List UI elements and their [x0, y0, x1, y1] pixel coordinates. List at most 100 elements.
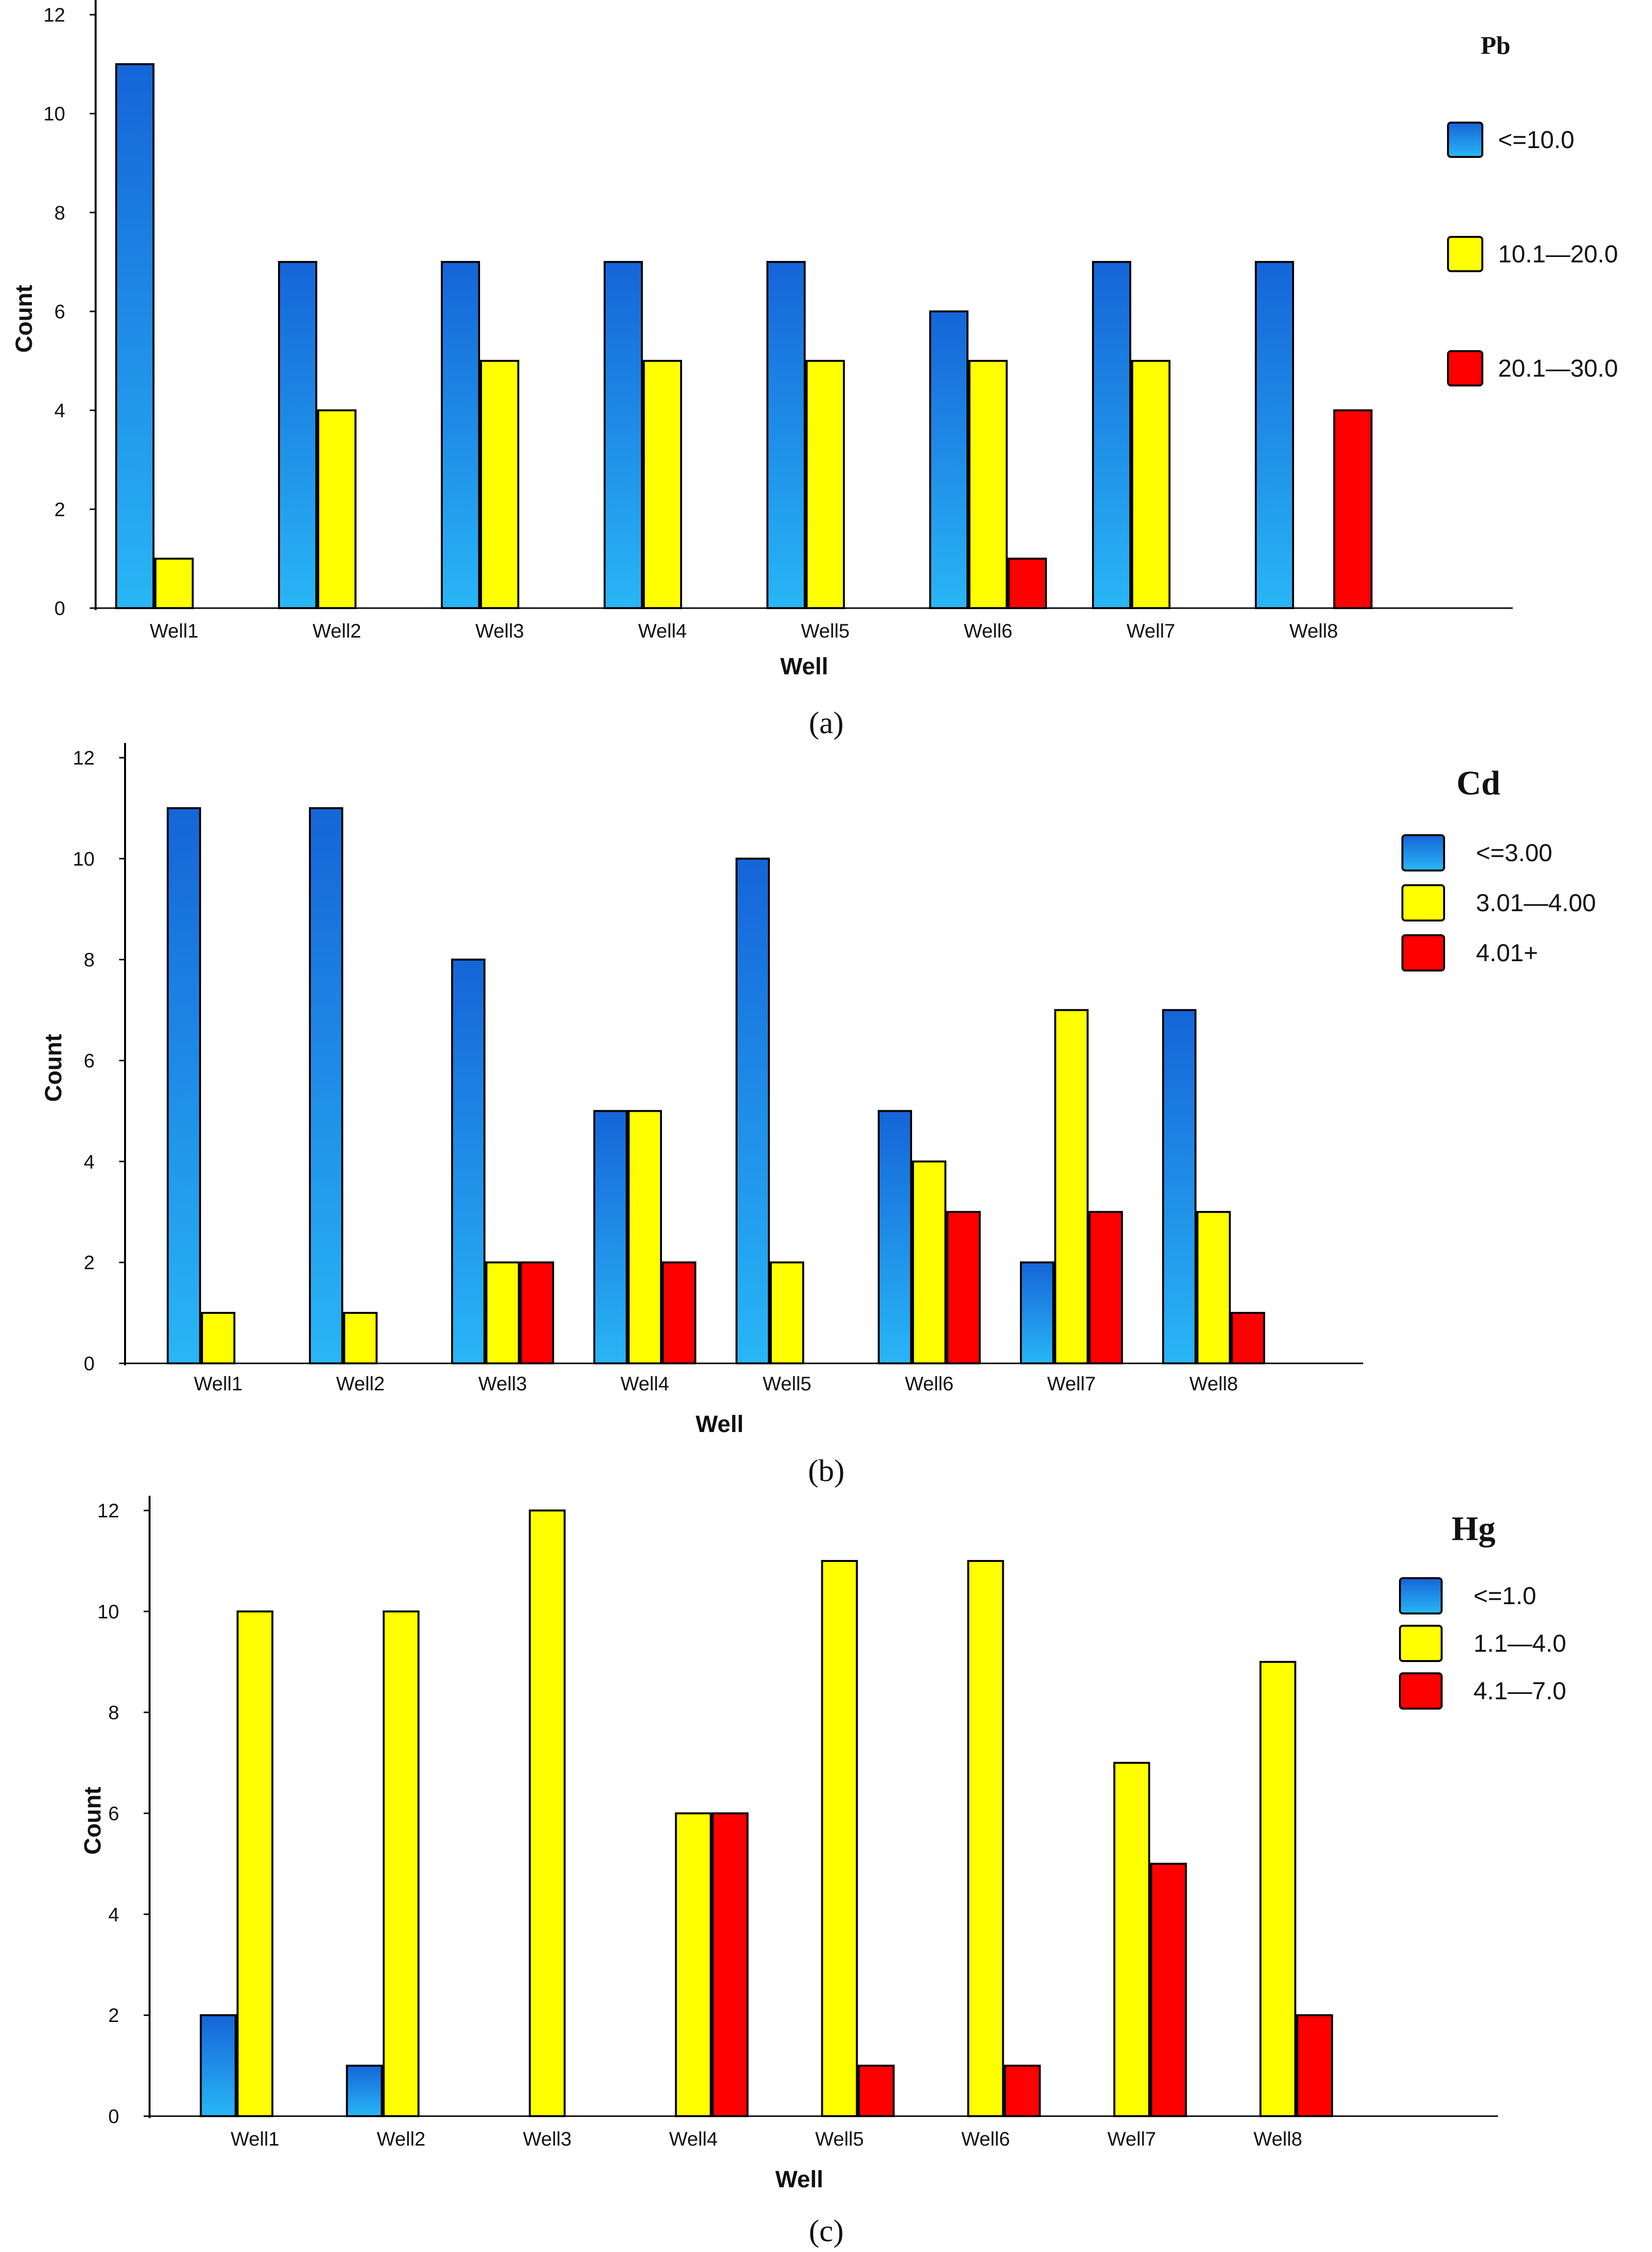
bar-well7-series-3	[1150, 1863, 1187, 2118]
x-tick-label: Well6	[905, 1373, 953, 1395]
y-tick-label: 2	[54, 499, 65, 520]
legend-label: <=10.0	[1498, 126, 1575, 154]
bar-well3-series-3	[520, 1261, 554, 1365]
legend-label: <=1.0	[1474, 1582, 1536, 1610]
bar-well2-series-1	[346, 2065, 383, 2118]
bar-well8-series-2	[1196, 1211, 1231, 1364]
bar-well5-series-3	[858, 2065, 895, 2118]
x-axis-title: Well	[775, 2167, 823, 2193]
y-tick-label: 2	[108, 2005, 119, 2026]
y-tick-label: 4	[84, 1151, 95, 1173]
y-axis-title: Count	[80, 1787, 106, 1855]
y-tick-label: 8	[84, 949, 95, 971]
y-tick-label: 6	[108, 1803, 119, 1825]
y-tick-label: 12	[98, 1500, 120, 1522]
bar-well3-series-2	[480, 359, 519, 609]
bar-well8-series-3	[1296, 2014, 1333, 2117]
x-tick-label: Well7	[1047, 1373, 1095, 1395]
y-tick-label: 2	[84, 1252, 95, 1274]
x-tick-label: Well3	[478, 1373, 527, 1395]
bar-well2-series-2	[343, 1312, 378, 1364]
bar-well6-series-3	[1008, 558, 1047, 609]
bar-well1-series-1	[115, 63, 154, 609]
bar-well4-series-3	[712, 1812, 749, 2117]
bar-well2-series-2	[382, 1610, 420, 2117]
bar-well6-series-2	[912, 1160, 946, 1364]
y-axis-title: Count	[11, 285, 37, 353]
y-axis-title: Count	[41, 1034, 67, 1102]
y-tick-label: 0	[84, 1353, 95, 1375]
bar-well6-series-2	[967, 1560, 1004, 2118]
bar-well2-series-1	[309, 807, 343, 1364]
bar-well5-series-2	[821, 1560, 858, 2118]
bar-well4-series-1	[604, 261, 643, 609]
y-tick-label: 8	[54, 202, 65, 224]
y-tick-label: 8	[108, 1702, 119, 1724]
legend-swatch	[1399, 1625, 1443, 1662]
legend: Hg <=1.0 1.1—4.0 4.1—7.0	[1399, 1510, 1566, 1710]
x-tick-label: Well7	[1107, 2128, 1156, 2150]
chart-panel-b: 0 2 4 6 8 10 12 Count Well1 Well2 Well3 Well4 Well5 W…	[41, 743, 1596, 1488]
x-tick-label: Well1	[194, 1373, 242, 1395]
legend: Pb <=10.0 10.1—20.0 20.1—30.0	[1447, 32, 1618, 386]
bar-well8-series-1	[1162, 1009, 1196, 1364]
y-tick-label: 0	[54, 598, 65, 619]
x-tick-label: Well3	[523, 2128, 571, 2150]
panel-caption: (a)	[809, 705, 843, 740]
legend: Cd <=3.00 3.01—4.00 4.01+	[1401, 765, 1596, 972]
bar-well6-series-3	[1004, 2065, 1041, 2118]
bar-well6-series-3	[946, 1211, 981, 1364]
bar-well2-series-1	[278, 261, 317, 609]
legend-swatch	[1399, 1577, 1443, 1614]
x-tick-label: Well8	[1189, 1373, 1238, 1395]
x-axis-title: Well	[780, 654, 828, 680]
y-tick-label: 10	[44, 103, 66, 125]
bar-well7-series-2	[1054, 1009, 1089, 1364]
y-tick-label: 0	[108, 2106, 119, 2127]
bar-well1-series-2	[236, 1610, 274, 2117]
x-tick-label: Well7	[1126, 620, 1175, 642]
x-tick-label: Well3	[475, 620, 524, 642]
bar-well4-series-2	[643, 359, 682, 609]
legend-title: Pb	[1481, 32, 1511, 60]
legend-swatch	[1401, 934, 1445, 972]
x-tick-label: Well8	[1253, 2128, 1302, 2150]
bar-well4-series-1	[593, 1110, 628, 1365]
y-tick-label: 6	[84, 1050, 95, 1072]
chart-panel-a: 0 2 4 6 8 10 12 Count Well1 Well2 Well3 Well4 Well5 W…	[11, 0, 1618, 740]
x-tick-label: Well2	[377, 2128, 425, 2150]
x-tick-label: Well4	[669, 2128, 717, 2150]
bar-well1-series-2	[201, 1312, 235, 1364]
legend-title: Cd	[1456, 765, 1500, 802]
bar-well6-series-1	[878, 1110, 912, 1365]
bar-well5-series-2	[806, 359, 845, 609]
y-tick-label: 10	[98, 1601, 120, 1623]
x-tick-label: Well5	[762, 1373, 811, 1395]
x-tick-label: Well2	[336, 1373, 384, 1395]
y-tick-label: 4	[54, 400, 65, 422]
x-tick-label: Well1	[150, 620, 198, 642]
y-tick-label: 12	[44, 4, 66, 26]
bar-well7-series-3	[1089, 1211, 1123, 1364]
bar-well1-series-1	[200, 2014, 237, 2117]
bar-well8-series-3	[1333, 409, 1372, 610]
y-tick-label: 10	[73, 848, 95, 870]
bar-well4-series-2	[675, 1812, 712, 2117]
y-tick-label: 12	[73, 747, 95, 769]
bar-well3-series-2	[529, 1510, 566, 2117]
bar-well5-series-1	[766, 261, 806, 609]
bar-well8-series-2	[1259, 1661, 1296, 2117]
x-tick-label: Well2	[312, 620, 361, 642]
bar-well5-series-2	[770, 1261, 804, 1365]
bar-well4-series-2	[628, 1110, 662, 1365]
x-tick-label: Well6	[964, 620, 1012, 642]
bar-well1-series-2	[154, 558, 194, 609]
x-tick-label: Well6	[961, 2128, 1010, 2150]
legend-swatch	[1447, 350, 1483, 386]
bar-well3-series-1	[441, 261, 480, 609]
bar-well6-series-1	[929, 310, 968, 609]
panel-caption: (b)	[808, 1453, 845, 1488]
x-tick-label: Well4	[620, 1373, 669, 1395]
legend-swatch	[1399, 1672, 1443, 1710]
